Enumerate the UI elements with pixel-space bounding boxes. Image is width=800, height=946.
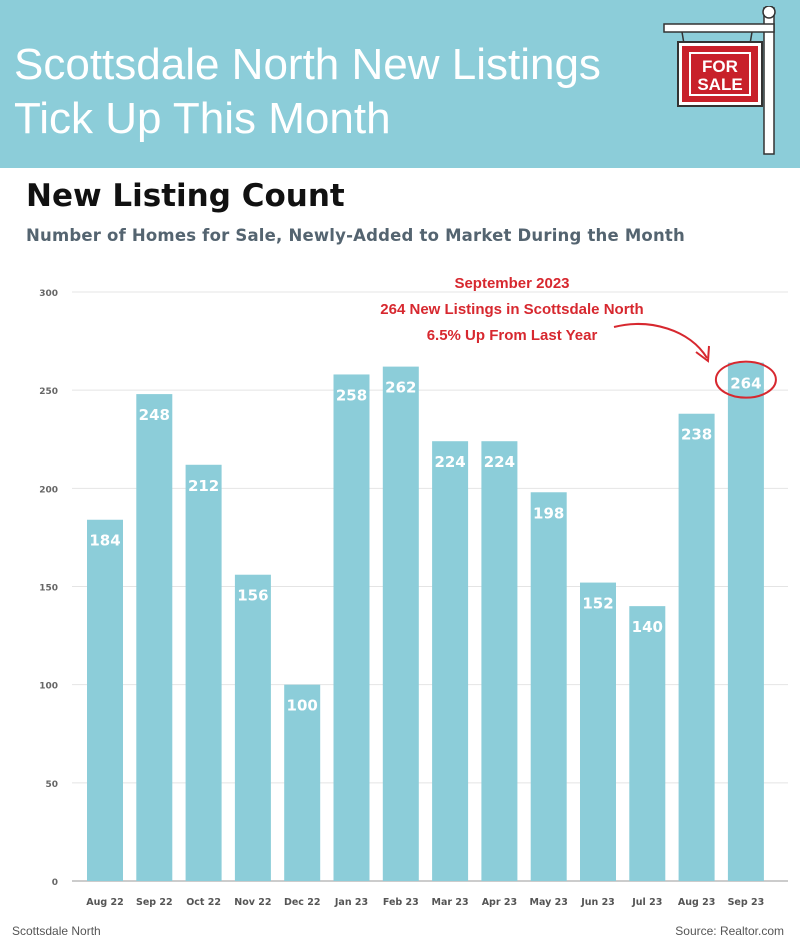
title-line-2: Tick Up This Month (14, 94, 391, 143)
bar (481, 441, 518, 881)
data-labels: 184 248 212 156 100 258 262 224 224 198 152 140 238 2… (89, 375, 761, 715)
annotation-line-2: 264 New Listings in Scottsdale North (380, 301, 643, 318)
y-tick-label: 200 (39, 485, 58, 495)
bar (727, 362, 764, 881)
bar (136, 394, 173, 881)
bar (284, 684, 321, 881)
y-tick-label: 100 (39, 682, 58, 692)
bar (530, 492, 567, 881)
bars (87, 362, 764, 881)
sign-for-text: FOR (702, 57, 738, 76)
x-tick-label: Jan 23 (334, 897, 368, 908)
annotation-arrowhead (695, 345, 710, 363)
x-tick-label: Oct 22 (186, 897, 221, 908)
x-tick-label: Feb 23 (383, 897, 419, 908)
annotation: September 2023 264 New Listings in Scott… (380, 275, 777, 399)
y-tick-label: 50 (45, 780, 58, 790)
for-sale-sign-icon: FOR SALE (663, 6, 776, 155)
data-label: 156 (237, 587, 268, 605)
x-tick-label: Sep 22 (136, 897, 173, 908)
data-label: 258 (336, 386, 367, 404)
x-tick-label: Mar 23 (432, 897, 469, 908)
data-label: 212 (188, 477, 219, 495)
bar (87, 519, 123, 881)
x-tick-label: Aug 23 (678, 897, 715, 908)
bar (432, 441, 469, 881)
x-tick-label: May 23 (530, 897, 568, 908)
page-title: Scottsdale North New Listings Tick Up Th… (14, 38, 674, 146)
x-tick-label: Dec 22 (284, 897, 321, 908)
footer-source: Source: Realtor.com (675, 924, 784, 938)
annotation-arrow (613, 323, 708, 359)
bar (234, 574, 271, 881)
x-tick-label: Sep 23 (728, 897, 765, 908)
header-banner: Scottsdale North New Listings Tick Up Th… (0, 0, 800, 168)
data-label: 262 (385, 379, 416, 397)
data-label: 238 (681, 426, 712, 444)
data-label: 248 (139, 406, 170, 424)
chart-title: New Listing Count (26, 178, 345, 214)
chart-subtitle: Number of Homes for Sale, Newly-Added to… (26, 226, 685, 245)
y-tick-label: 300 (39, 289, 58, 299)
annotation-line-3: 6.5% Up From Last Year (427, 327, 598, 344)
x-tick-label: Apr 23 (482, 897, 517, 908)
data-label: 224 (484, 453, 515, 471)
x-tick-label: Aug 22 (86, 897, 123, 908)
x-tick-label: Jun 23 (580, 897, 615, 908)
data-label: 224 (434, 453, 465, 471)
sign-sale-text: SALE (697, 75, 742, 94)
bar (678, 413, 715, 881)
bar (333, 374, 370, 881)
data-label: 100 (287, 697, 318, 715)
annotation-highlight-circle (714, 360, 777, 399)
y-tick-label: 0 (52, 878, 58, 888)
y-tick-label: 150 (39, 584, 58, 594)
data-label: 264 (730, 375, 761, 393)
x-tick-label: Nov 22 (234, 897, 271, 908)
data-label: 140 (632, 618, 663, 636)
title-line-1: Scottsdale North New Listings (14, 40, 601, 89)
data-label: 152 (582, 595, 613, 613)
x-tick-label: Jul 23 (631, 897, 662, 908)
y-tick-label: 250 (39, 387, 58, 397)
axis-ticks: 0 50 100 150 200 250 300 Aug 22 Sep 22 Oct 22 Nov … (39, 289, 764, 908)
bar (185, 464, 222, 881)
annotation-line-1: September 2023 (454, 275, 569, 292)
bar (382, 366, 419, 881)
data-label: 184 (89, 532, 120, 550)
data-label: 198 (533, 504, 564, 522)
bar (629, 606, 666, 881)
bar (580, 582, 616, 881)
footer-location: Scottsdale North (12, 924, 101, 938)
